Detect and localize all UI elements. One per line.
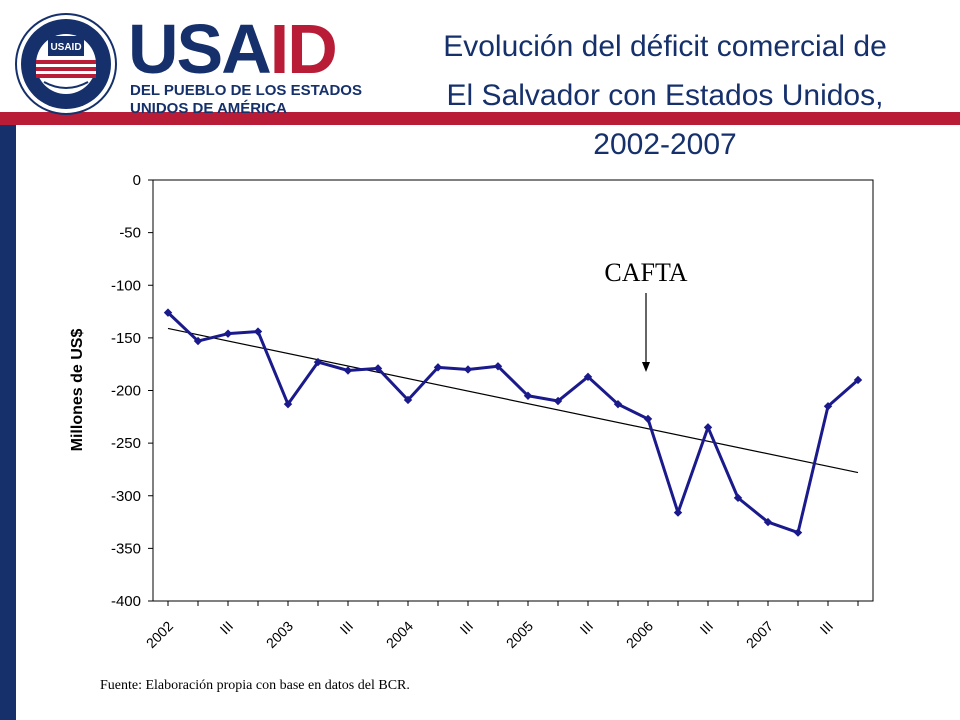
left-navy-bar [0, 125, 16, 720]
data-point-marker [493, 362, 503, 371]
data-point-marker [343, 366, 353, 375]
data-point-marker [583, 372, 593, 382]
y-tick-label: -300 [111, 488, 141, 505]
data-point-marker [373, 364, 383, 373]
title-line-2: El Salvador con Estados Unidos, [446, 79, 884, 112]
y-tick-label: -400 [111, 593, 141, 610]
data-point-marker [523, 391, 533, 400]
x-tick-label: 2005 [503, 618, 536, 651]
cafta-label: CAFTA [604, 258, 687, 287]
data-point-marker [613, 399, 623, 409]
y-tick-label: -200 [111, 383, 141, 400]
data-point-marker [823, 402, 833, 411]
y-axis-ticks: 0 -50 -100 -150 -200 -250 -300 -350 -400 [111, 172, 153, 610]
x-tick-label: III [817, 618, 837, 638]
x-tick-label: 2006 [623, 618, 656, 651]
chart-axes [152, 179, 874, 602]
y-axis-label: Millones de US$ [69, 329, 86, 452]
x-tick-label: III [577, 618, 597, 638]
trend-line [167, 327, 859, 474]
data-point-marker [673, 508, 683, 517]
x-tick-label: III [217, 618, 237, 638]
svg-text:USAID: USAID [50, 42, 81, 53]
data-point-marker [793, 528, 803, 537]
x-tick-label: 2002 [143, 618, 176, 651]
data-point-marker [463, 365, 473, 374]
y-tick-label: 0 [133, 172, 141, 189]
cafta-arrow-head [642, 362, 650, 372]
title-line-3: 2002-2007 [593, 128, 737, 161]
data-point-marker [313, 357, 323, 367]
data-point-marker [193, 336, 203, 346]
y-tick-label: -50 [119, 225, 141, 242]
data-point-marker [253, 327, 263, 336]
x-tick-label: III [697, 618, 717, 638]
y-tick-label: -250 [111, 435, 141, 452]
plot-area-border [152, 179, 874, 602]
data-point-marker [403, 395, 413, 405]
usaid-wordmark: USAID DEL PUEBLO DE LOS ESTADOS UNIDOS D… [128, 14, 362, 117]
x-tick-label: 2004 [383, 618, 416, 651]
data-point-marker [283, 399, 293, 409]
y-tick-label: -100 [111, 277, 141, 294]
logo-subtitle-line1: DEL PUEBLO DE LOS ESTADOS [130, 82, 362, 99]
y-tick-label: -150 [111, 330, 141, 347]
data-point-marker [853, 375, 863, 385]
data-point-marker [763, 517, 773, 527]
x-tick-label: 2003 [263, 618, 296, 651]
linear-trendline [167, 327, 859, 474]
deficit-series-line [166, 311, 859, 535]
data-point-marker [433, 363, 443, 372]
title-line-1: Evolución del déficit comercial de [443, 30, 887, 63]
x-tick-label: III [457, 618, 477, 638]
data-point-marker [223, 329, 233, 338]
cafta-annotation: CAFTA [604, 258, 688, 372]
x-tick-label: 2007 [743, 618, 776, 651]
x-tick-label: III [337, 618, 357, 638]
data-point-marker [553, 396, 563, 406]
data-point-marker [733, 493, 743, 503]
usaid-logo-word: USAID [128, 10, 338, 88]
logo-subtitle-line2: UNIDOS DE AMÉRICA [130, 100, 287, 117]
series-line [163, 308, 863, 537]
slide-title: Evolución del déficit comercial de El Sa… [395, 22, 935, 169]
usaid-seal-logo: USAID [15, 13, 117, 115]
data-point-marker [163, 308, 173, 317]
source-note: Fuente: Elaboración propia con base en d… [100, 678, 410, 693]
x-axis-ticks: 2002 III 2003 III 2004 III 2005 III 2006 III 2007 I… [143, 601, 859, 651]
y-tick-label: -350 [111, 540, 141, 557]
data-point-marker [703, 423, 713, 432]
header-red-bar [0, 112, 960, 125]
data-point-marker [643, 414, 653, 424]
